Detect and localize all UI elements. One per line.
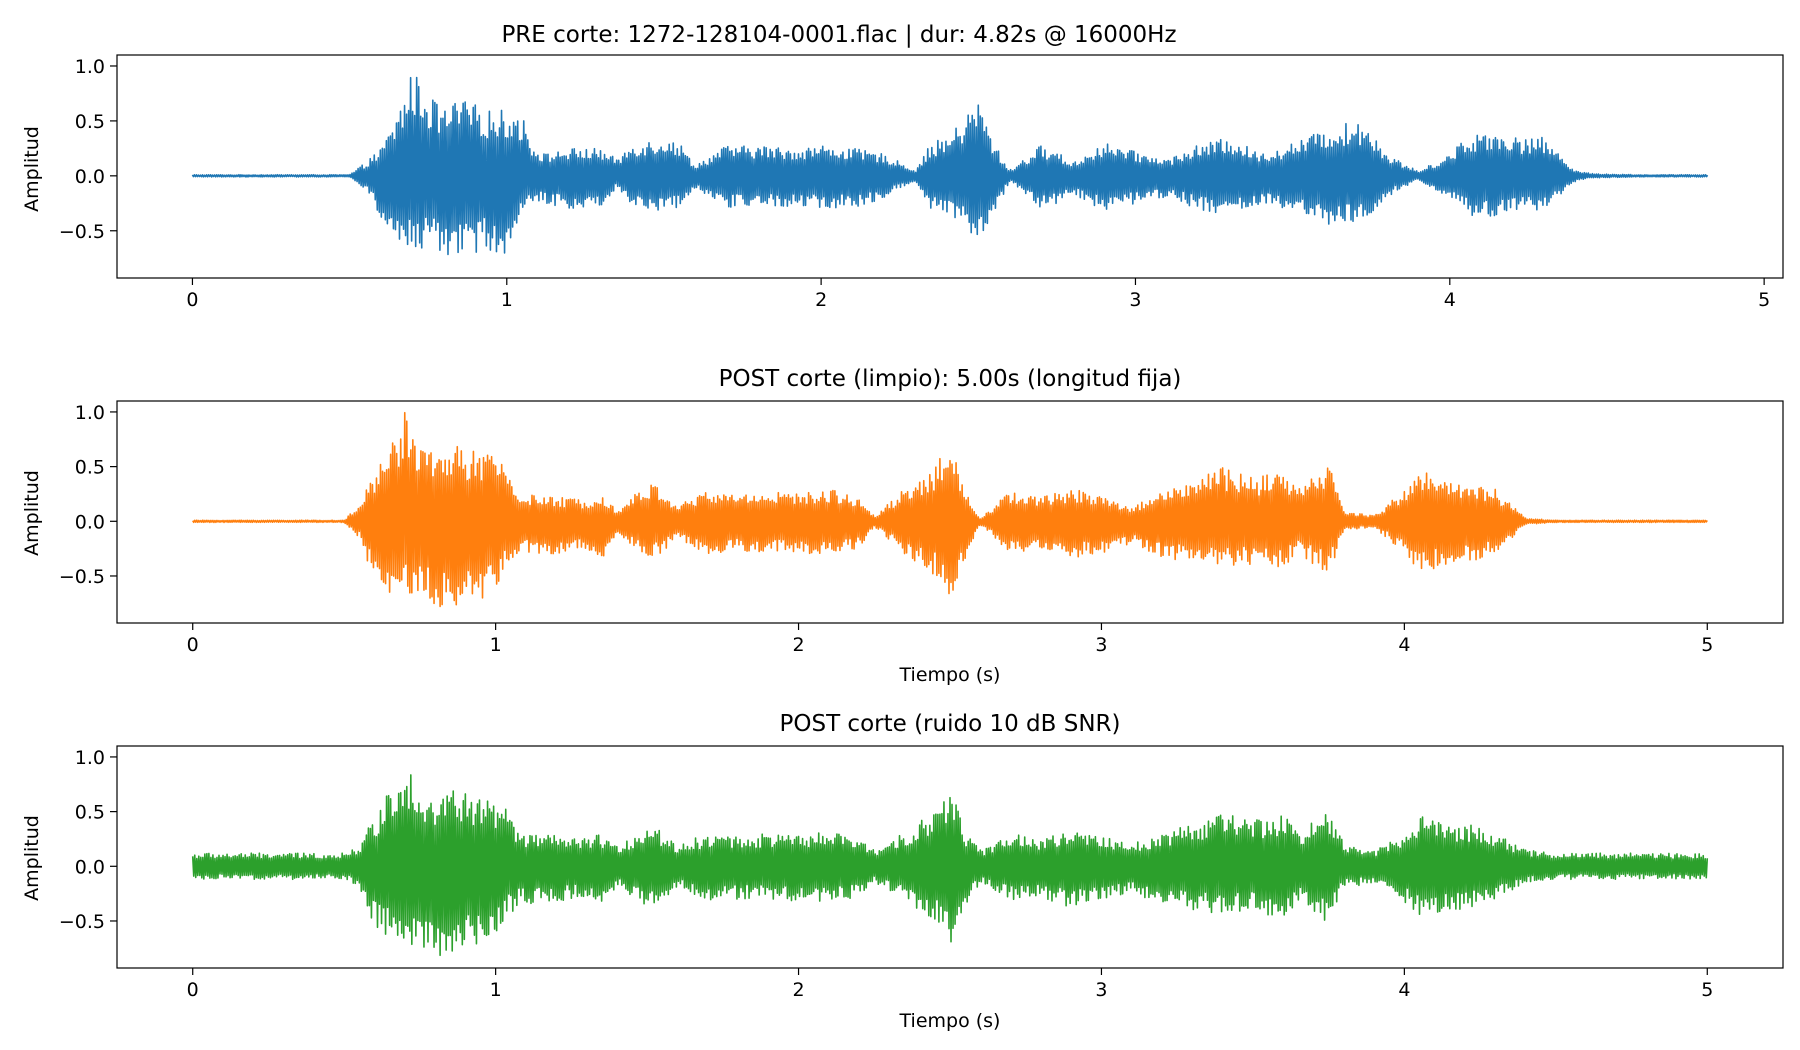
x-tick-label: 0 <box>187 979 199 1001</box>
y-axis-label: Amplitud <box>21 470 43 556</box>
x-tick-label: 2 <box>815 289 827 311</box>
y-tick-label: −0.5 <box>59 911 105 933</box>
y-tick-label: 0.0 <box>75 166 105 188</box>
waveform-series <box>191 76 1709 256</box>
axis-ticks: 0 1 2 3 4 5 1.0 0.5 0.0 −0.5 <box>59 56 1770 311</box>
y-tick-label: 1.0 <box>75 402 105 424</box>
x-tick-label: 2 <box>792 979 804 1001</box>
x-tick-label: 5 <box>1701 979 1713 1001</box>
x-tick-label: 0 <box>187 634 199 656</box>
x-axis-label: Tiempo (s) <box>899 664 1001 686</box>
x-tick-label: 0 <box>186 289 198 311</box>
x-tick-label: 5 <box>1758 289 1770 311</box>
x-tick-label: 2 <box>792 634 804 656</box>
x-tick-label: 4 <box>1398 979 1410 1001</box>
waveform-line <box>191 76 1709 256</box>
y-tick-label: 0.0 <box>75 511 105 533</box>
x-tick-label: 3 <box>1129 289 1141 311</box>
y-tick-label: 0.5 <box>75 111 105 133</box>
y-tick-label: 0.5 <box>75 802 105 824</box>
waveform-series <box>191 774 1709 957</box>
waveform-line <box>192 411 1708 608</box>
panel-title: PRE corte: 1272-128104-0001.flac | dur: … <box>501 22 1176 48</box>
x-tick-label: 1 <box>490 634 502 656</box>
panel-post-corte-ruido: POST corte (ruido 10 dB SNR) Amplitud Ti… <box>21 711 1784 1032</box>
y-tick-label: −0.5 <box>59 221 105 243</box>
y-axis-label: Amplitud <box>21 815 43 901</box>
y-tick-label: 1.0 <box>75 747 105 769</box>
x-tick-label: 1 <box>490 979 502 1001</box>
x-axis-label: Tiempo (s) <box>899 1010 1001 1032</box>
axes-frame <box>116 400 1784 624</box>
axes-frame <box>116 745 1784 969</box>
panel-title: POST corte (limpio): 5.00s (longitud fij… <box>719 366 1182 392</box>
panel-pre-corte: PRE corte: 1272-128104-0001.flac | dur: … <box>21 22 1784 311</box>
axis-ticks: 0 1 2 3 4 5 1.0 0.5 0.0 −0.5 <box>59 402 1713 656</box>
y-tick-label: 0.5 <box>75 457 105 479</box>
waveform-line <box>191 774 1709 957</box>
panel-post-corte-limpio: POST corte (limpio): 5.00s (longitud fij… <box>21 366 1784 686</box>
axes-frame <box>116 54 1784 279</box>
axis-ticks: 0 1 2 3 4 5 1.0 0.5 0.0 −0.5 <box>59 747 1713 1001</box>
y-axis-label: Amplitud <box>21 126 43 212</box>
x-tick-label: 5 <box>1701 634 1713 656</box>
x-tick-label: 4 <box>1444 289 1456 311</box>
y-tick-label: 1.0 <box>75 56 105 78</box>
x-tick-label: 3 <box>1095 634 1107 656</box>
panel-title: POST corte (ruido 10 dB SNR) <box>780 711 1121 737</box>
x-tick-label: 3 <box>1095 979 1107 1001</box>
x-tick-label: 1 <box>501 289 513 311</box>
waveform-series <box>192 411 1708 608</box>
y-tick-label: −0.5 <box>59 566 105 588</box>
y-tick-label: 0.0 <box>75 856 105 878</box>
x-tick-label: 4 <box>1398 634 1410 656</box>
